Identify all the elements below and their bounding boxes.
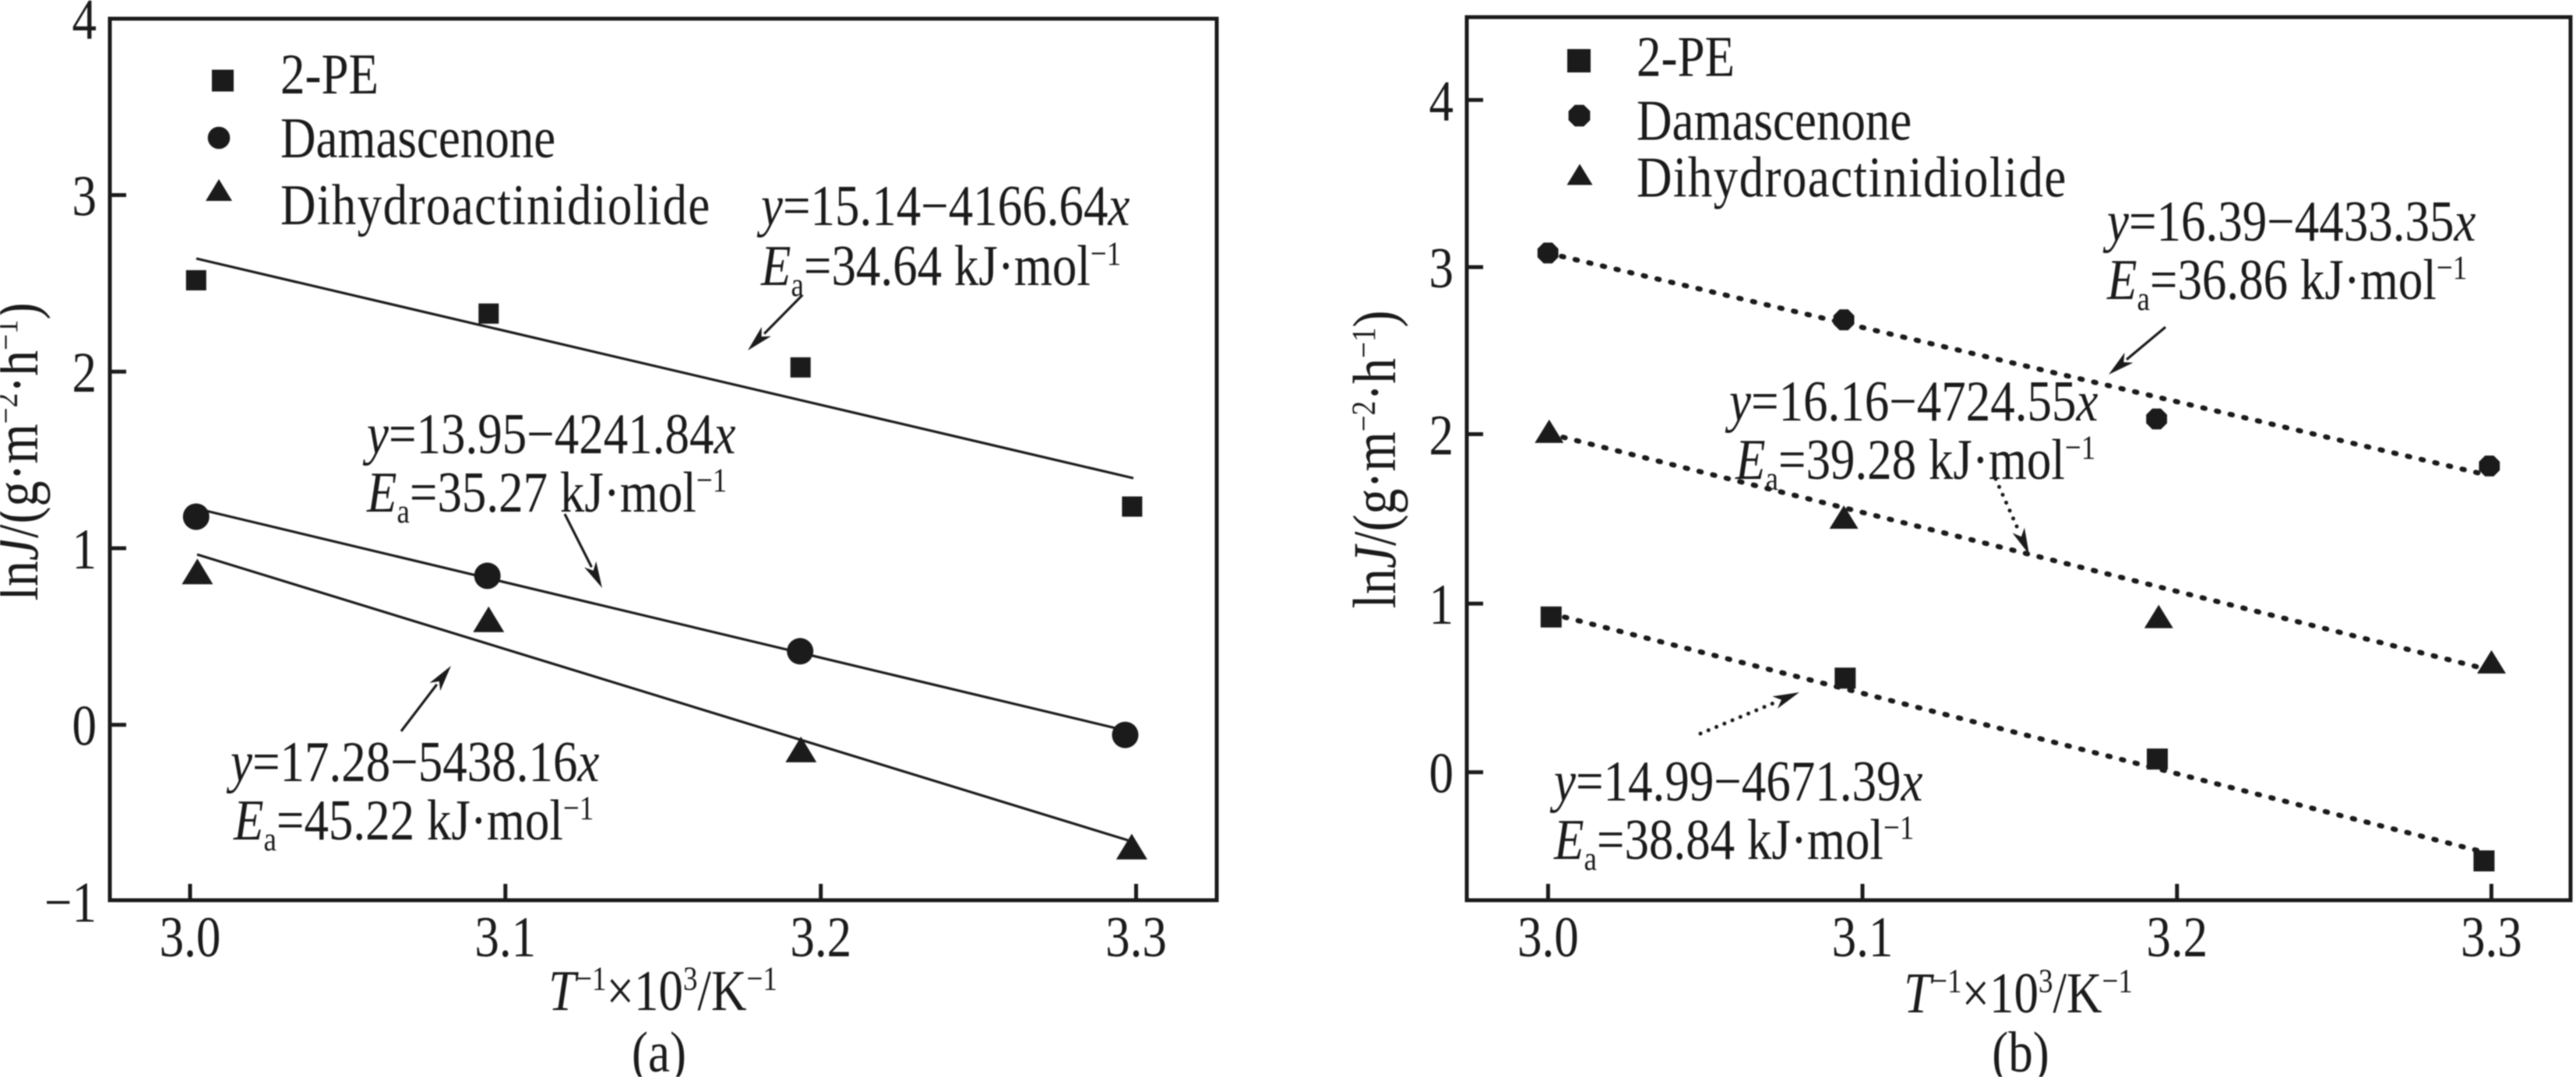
svg-text:y=16.16−4724.55x: y=16.16−4724.55x	[1725, 369, 2099, 433]
svg-text:Dihydroactinidiolide: Dihydroactinidiolide	[1637, 146, 2067, 209]
svg-text:Damascenone: Damascenone	[1637, 89, 1912, 153]
svg-text:y=14.99−4671.39x: y=14.99−4671.39x	[1550, 749, 1923, 813]
svg-text:1: 1	[1429, 572, 1454, 636]
svg-text:3: 3	[72, 164, 97, 228]
svg-text:y=13.95−4241.84x: y=13.95−4241.84x	[363, 402, 736, 466]
svg-text:Dihydroactinidiolide: Dihydroactinidiolide	[280, 173, 711, 237]
svg-text:3.2: 3.2	[2146, 905, 2208, 969]
svg-text:0: 0	[72, 694, 97, 758]
svg-text:(b): (b)	[1992, 1020, 2049, 1077]
svg-text:y=16.39−4433.35x: y=16.39−4433.35x	[2103, 189, 2476, 253]
svg-text:3.1: 3.1	[474, 905, 536, 969]
svg-text:3: 3	[1429, 236, 1454, 300]
svg-text:Damascenone: Damascenone	[280, 106, 555, 170]
svg-text:3.3: 3.3	[2461, 905, 2522, 969]
svg-text:lnJ/(g·m−2·h−1): lnJ/(g·m−2·h−1)	[1341, 311, 1408, 609]
svg-text:lnJ/(g·m−2·h−1): lnJ/(g·m−2·h−1)	[0, 303, 51, 601]
svg-text:3.2: 3.2	[790, 905, 851, 969]
svg-text:3.3: 3.3	[1105, 905, 1167, 969]
svg-text:y=15.14−4166.64x: y=15.14−4166.64x	[757, 174, 1130, 238]
svg-text:T−1×103/K−1: T−1×103/K−1	[1904, 961, 2133, 1025]
svg-text:3.1: 3.1	[1832, 905, 1894, 969]
svg-text:y=17.28−5438.16x: y=17.28−5438.16x	[227, 730, 600, 794]
svg-text:4: 4	[72, 0, 97, 51]
svg-text:4: 4	[1429, 69, 1454, 133]
svg-text:Ea=36.86 kJ·mol−1: Ea=36.86 kJ·mol−1	[2106, 248, 2467, 318]
svg-text:0: 0	[1429, 741, 1454, 805]
svg-text:−1: −1	[44, 871, 97, 934]
svg-text:2-PE: 2-PE	[1637, 25, 1735, 89]
svg-text:2-PE: 2-PE	[280, 42, 379, 106]
svg-text:2: 2	[1429, 403, 1454, 467]
svg-text:Ea=35.27 kJ·mol−1: Ea=35.27 kJ·mol−1	[366, 460, 727, 530]
svg-text:T−1×103/K−1: T−1×103/K−1	[548, 959, 777, 1022]
svg-text:3.0: 3.0	[1517, 905, 1579, 969]
svg-text:Ea=39.28 kJ·mol−1: Ea=39.28 kJ·mol−1	[1735, 428, 2095, 498]
svg-text:2: 2	[72, 340, 97, 404]
svg-text:1: 1	[72, 517, 97, 581]
svg-text:Ea=45.22 kJ·mol−1: Ea=45.22 kJ·mol−1	[233, 788, 594, 858]
svg-text:(a): (a)	[632, 1020, 686, 1077]
svg-text:Ea=34.64 kJ·mol−1: Ea=34.64 kJ·mol−1	[760, 234, 1121, 304]
svg-text:3.0: 3.0	[160, 905, 221, 969]
svg-text:Ea=38.84 kJ·mol−1: Ea=38.84 kJ·mol−1	[1553, 808, 1914, 878]
